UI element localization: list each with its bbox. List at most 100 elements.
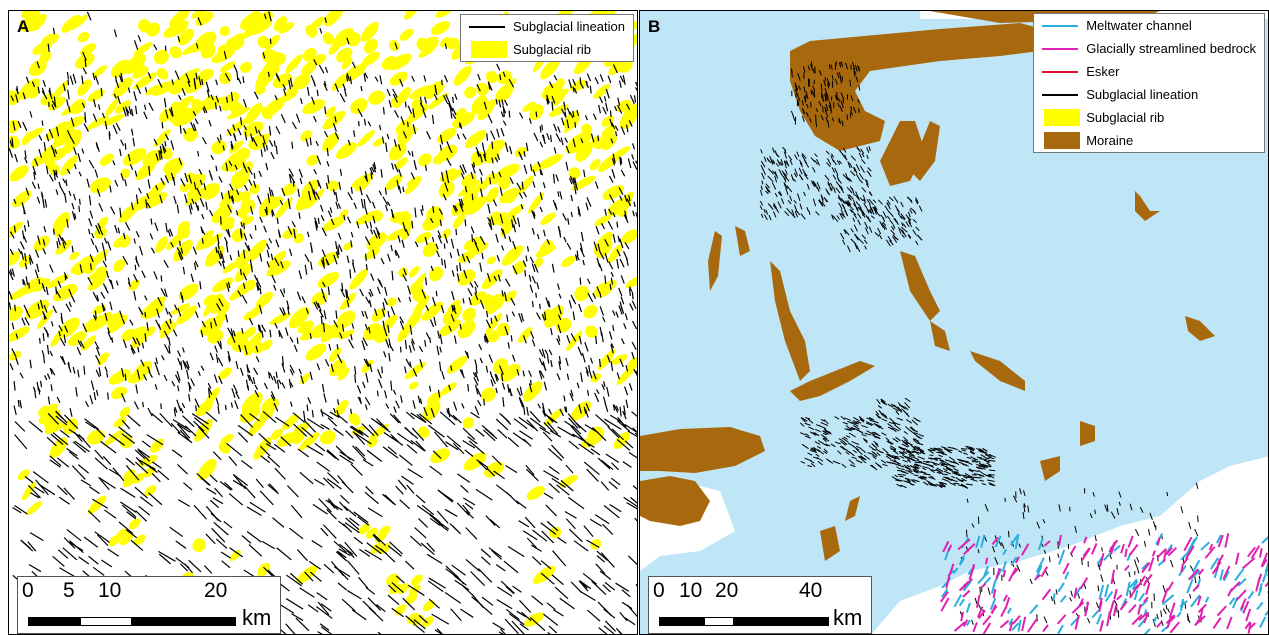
subglacial-lineation <box>447 407 451 418</box>
subglacial-lineation <box>289 174 296 184</box>
subglacial-lineation <box>32 471 49 484</box>
subglacial-lineation <box>467 288 473 297</box>
subglacial-lineation <box>147 179 151 189</box>
subglacial-lineation <box>104 121 108 130</box>
subglacial-lineation <box>578 443 595 455</box>
subglacial-lineation <box>84 401 90 408</box>
subglacial-lineation <box>388 584 397 593</box>
subglacial-lineation <box>572 86 575 93</box>
subglacial-lineation <box>341 324 345 332</box>
subglacial-lineation <box>388 100 392 108</box>
subglacial-lineation <box>76 346 82 356</box>
subglacial-lineation <box>951 479 958 483</box>
subglacial-rib <box>86 429 105 445</box>
subglacial-lineation <box>491 170 495 179</box>
subglacial-rib <box>575 132 593 150</box>
subglacial-lineation <box>853 213 858 219</box>
subglacial-lineation <box>541 530 555 544</box>
subglacial-lineation <box>423 406 428 417</box>
subglacial-lineation <box>317 302 322 312</box>
subglacial-lineation <box>450 365 453 371</box>
subglacial-lineation <box>288 378 292 389</box>
subglacial-lineation <box>159 145 163 154</box>
subglacial-lineation <box>623 214 629 224</box>
subglacial-lineation <box>535 312 542 320</box>
subglacial-lineation <box>44 375 48 381</box>
subglacial-lineation <box>242 282 246 289</box>
subglacial-lineation <box>130 347 135 355</box>
subglacial-lineation <box>288 203 291 210</box>
subglacial-lineation <box>553 74 558 81</box>
subglacial-rib <box>159 108 173 123</box>
subglacial-lineation <box>496 255 500 262</box>
subglacial-lineation <box>99 477 116 489</box>
subglacial-lineation <box>200 330 204 338</box>
subglacial-rib <box>231 228 246 243</box>
subglacial-lineation <box>413 623 425 634</box>
subglacial-lineation <box>51 147 56 158</box>
subglacial-rib <box>436 127 457 143</box>
subglacial-lineation <box>935 457 942 460</box>
subglacial-lineation <box>498 99 502 108</box>
subglacial-lineation <box>415 494 426 504</box>
subglacial-rib <box>399 28 414 41</box>
subglacial-lineation <box>579 590 596 601</box>
subglacial-lineation <box>408 345 412 353</box>
streamlined-bedrock <box>1070 545 1077 555</box>
subglacial-rib <box>475 180 490 193</box>
legend-item-bedrock: Glacially streamlined bedrock <box>1034 37 1264 60</box>
subglacial-lineation <box>338 548 351 557</box>
streamlined-bedrock <box>1119 600 1128 611</box>
subglacial-lineation <box>511 620 525 634</box>
subglacial-lineation <box>917 235 923 241</box>
subglacial-lineation <box>363 118 367 126</box>
subglacial-lineation <box>391 607 404 618</box>
subglacial-lineation <box>320 288 326 298</box>
panel-label-a: A <box>17 17 30 36</box>
subglacial-lineation <box>834 416 840 420</box>
subglacial-lineation <box>203 565 213 574</box>
subglacial-lineation <box>419 359 423 368</box>
subglacial-rib <box>571 175 596 191</box>
subglacial-lineation <box>536 233 540 240</box>
subglacial-lineation <box>951 447 958 451</box>
subglacial-rib <box>368 90 385 105</box>
subglacial-lineation <box>205 201 208 210</box>
streamlined-bedrock <box>962 619 969 627</box>
subglacial-lineation <box>915 226 920 232</box>
subglacial-lineation <box>817 439 825 445</box>
subglacial-lineation <box>830 155 835 163</box>
subglacial-lineation <box>58 234 64 242</box>
subglacial-lineation <box>195 72 198 80</box>
streamlined-bedrock <box>990 604 997 615</box>
subglacial-rib <box>349 268 369 290</box>
subglacial-lineation <box>915 470 923 474</box>
subglacial-rib <box>49 437 68 458</box>
subglacial-lineation <box>68 105 71 113</box>
subglacial-rib <box>203 318 215 329</box>
subglacial-lineation <box>486 133 489 141</box>
subglacial-lineation <box>759 205 763 210</box>
subglacial-lineation <box>364 549 383 561</box>
subglacial-lineation <box>318 64 325 74</box>
subglacial-lineation <box>845 451 850 455</box>
subglacial-lineation <box>839 184 843 191</box>
subglacial-lineation <box>472 238 478 245</box>
subglacial-lineation <box>861 234 867 240</box>
subglacial-lineation <box>801 153 807 159</box>
subglacial-lineation <box>314 478 325 486</box>
subglacial-lineation <box>159 150 163 160</box>
subglacial-lineation <box>219 481 232 491</box>
subglacial-lineation <box>35 249 40 258</box>
subglacial-lineation <box>399 320 405 330</box>
streamlined-bedrock <box>995 567 1001 580</box>
subglacial-lineation <box>874 443 879 448</box>
subglacial-lineation <box>352 445 367 461</box>
subglacial-lineation <box>411 338 416 345</box>
subglacial-lineation <box>843 229 847 235</box>
subglacial-lineation <box>369 221 373 229</box>
subglacial-lineation <box>988 481 996 487</box>
subglacial-lineation <box>957 479 964 483</box>
subglacial-lineation <box>543 381 548 391</box>
subglacial-lineation <box>809 117 812 123</box>
